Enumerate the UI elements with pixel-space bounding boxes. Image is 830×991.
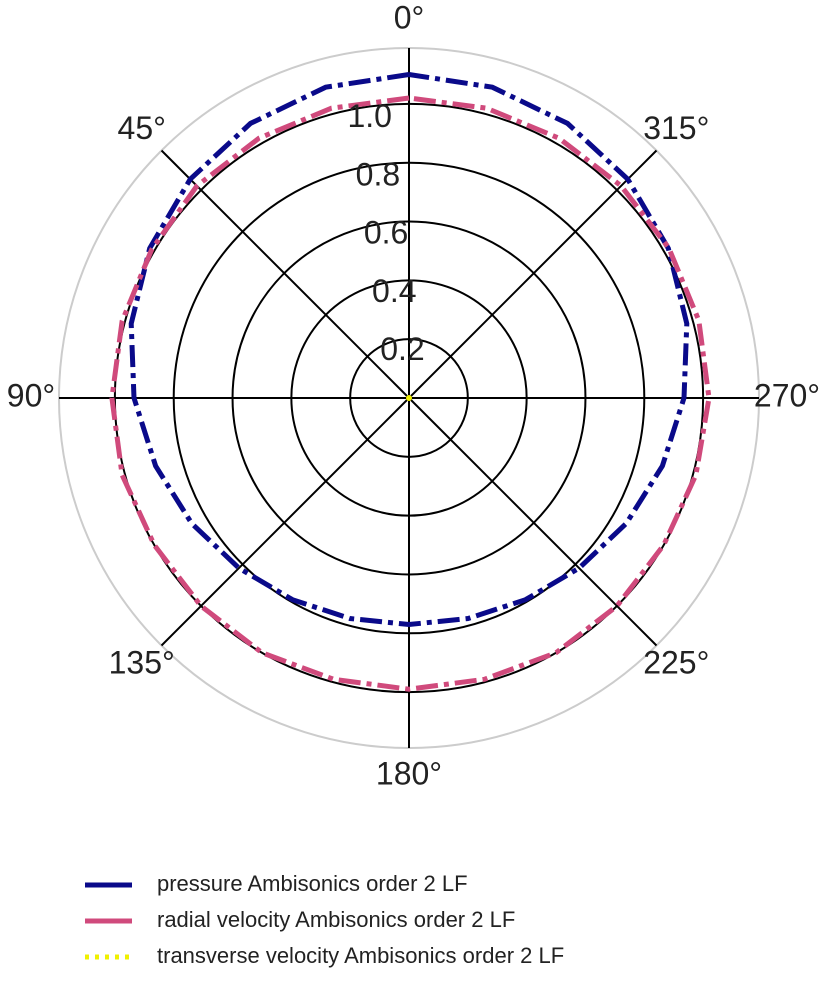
radial-tick-label: 0.2 [380,331,424,367]
series-line [109,95,712,692]
legend-label: transverse velocity Ambisonics order 2 L… [157,943,564,968]
angle-tick-label: 0° [394,0,425,35]
radial-tick-label: 0.8 [356,156,400,192]
center-dot [406,395,412,401]
angle-tick-label: 90° [7,377,55,413]
grid-spoke [160,149,410,399]
angle-tick-label: 45° [118,110,166,146]
radial-tick-label: 0.6 [364,215,408,251]
grid-spoke [160,397,410,647]
grid-spoke [408,149,658,399]
angle-tick-label: 180° [376,755,442,791]
legend-label: radial velocity Ambisonics order 2 LF [157,907,515,932]
radial-tick-label: 1.0 [347,98,391,134]
angle-tick-label: 135° [109,645,175,681]
grid-spoke [408,397,658,647]
legend-label: pressure Ambisonics order 2 LF [157,871,468,896]
radial-tick-label: 0.4 [372,273,416,309]
angle-tick-label: 270° [754,377,820,413]
angle-tick-label: 315° [643,110,709,146]
angle-tick-label: 225° [643,645,709,681]
